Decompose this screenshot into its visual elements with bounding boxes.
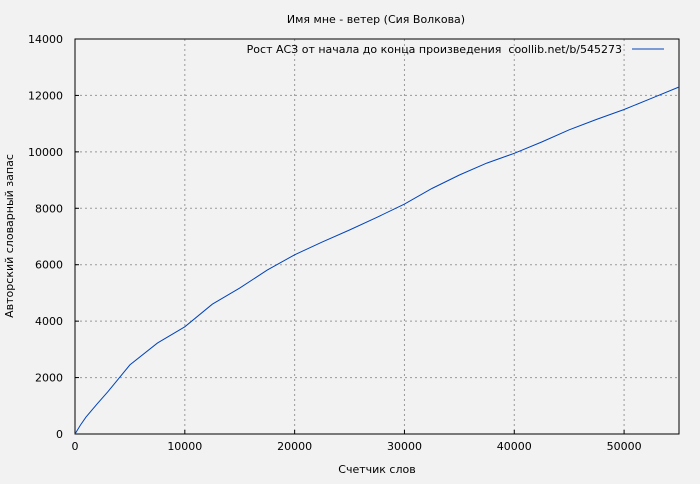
series-group [74,86,680,435]
y-tick-label: 2000 [35,372,63,385]
axis-ticks: 0 10000 20000 30000 40000 50000 0 2000 4000 6000 8… [28,33,642,453]
y-tick-label: 6000 [35,259,63,272]
y-tick-label: 0 [56,428,63,441]
legend-label: Рост АСЗ от начала до конца произведения… [247,43,622,56]
x-tick-label: 40000 [497,440,532,453]
y-tick-label: 8000 [35,202,63,215]
series-line [74,86,680,435]
x-axis-label: Счетчик слов [338,463,415,476]
legend: Рост АСЗ от начала до конца произведения… [247,43,664,56]
y-tick-label: 10000 [28,146,63,159]
x-tick-label: 0 [72,440,79,453]
y-tick-label: 14000 [28,33,63,46]
grid [75,39,679,434]
x-tick-label: 30000 [387,440,422,453]
x-tick-label: 10000 [167,440,202,453]
chart-title: Имя мне - ветер (Сия Волкова) [287,13,465,26]
x-tick-label: 20000 [277,440,312,453]
x-tick-label: 50000 [607,440,642,453]
plot-frame [74,38,680,435]
y-tick-label: 4000 [35,315,63,328]
y-tick-label: 12000 [28,89,63,102]
y-axis-label: Авторский словарный запас [3,154,16,318]
